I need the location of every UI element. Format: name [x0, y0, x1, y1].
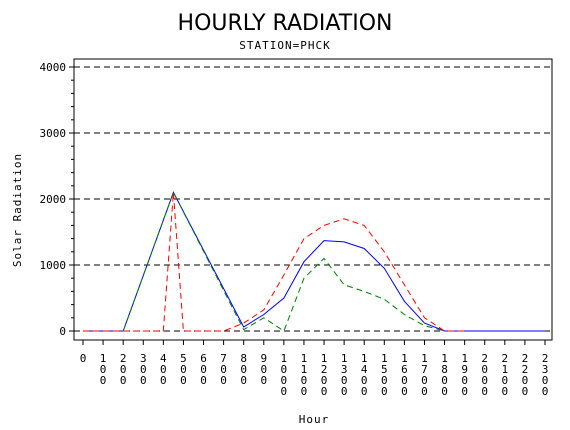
y-tick-labels: 0 1000 2000 3000 4000 [40, 61, 67, 338]
y-tick-label-2000: 2000 [40, 193, 67, 206]
chart-subtitle: STATION=PHCK [239, 39, 330, 52]
chart-title: HOURLY RADIATION [178, 11, 393, 36]
axes [69, 58, 553, 345]
x-axis-label: Hour [299, 413, 330, 426]
y-tick-label-3000: 3000 [40, 127, 67, 140]
x-tick-label-0: 0 [80, 352, 87, 365]
y-tick-label-4000: 4000 [40, 61, 67, 74]
series-layer [83, 191, 545, 332]
series-line-1 [83, 191, 545, 332]
series-line-2 [83, 192, 465, 332]
gridlines [74, 66, 552, 332]
y-tick-label-1000: 1000 [40, 259, 67, 272]
series-line-3 [122, 191, 445, 332]
x-tick-labels: 0 1 0 0 2 0 0 3 0 0 4 0 0 5 0 0 6 0 0 7 0 0 8 0 0 9 0 0 1 0 0 0 1 1 0 0 1 2 0 0… [80, 352, 549, 398]
y-axis-label: Solar Radiation [11, 153, 24, 267]
y-tick-label-0: 0 [59, 325, 66, 338]
